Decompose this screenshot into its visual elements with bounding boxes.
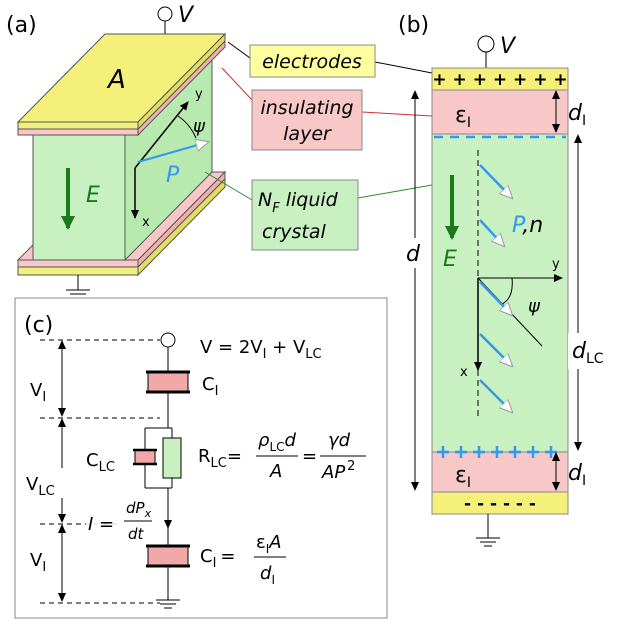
text: dP [126,499,146,517]
resistor [163,438,181,478]
leader [375,62,432,73]
text: I [42,390,46,405]
top-insulator [432,90,568,134]
text: I [467,475,471,491]
fraction-denominator: A [269,461,282,482]
text: V [30,550,43,571]
text: I [271,573,275,587]
panel-b: (b) V + + + + + + + εI εI - - - - - - dI… [398,13,614,546]
callout-lc: crystal [262,221,326,243]
text: I [215,384,219,399]
text: = [220,546,235,567]
voltage-label: V [178,3,195,28]
text: LC [38,484,54,499]
angle-label: ψ [528,296,541,317]
field-label: E [443,247,457,272]
panel-c: (c) VI VLC VI V = 2VI + VLC CI CLC RLC= … [15,298,387,618]
equals: = [302,446,317,467]
text: ε [256,532,266,553]
bottom-electrode [18,267,138,275]
lc-front [33,135,125,260]
field-label: E [86,183,100,208]
capacitor [135,450,155,464]
text: LC [211,456,227,471]
voltage-label: V [500,34,517,59]
fraction-numerator: εIA [256,532,282,556]
y-axis-label: y [552,257,560,272]
text: C [202,374,215,395]
text: ,n [522,213,543,238]
y-axis-label: y [195,87,203,102]
callouts: electrodes insulating layer NF liquid cr… [205,42,432,250]
capacitor [148,372,188,392]
text: I [582,113,586,129]
text: = [227,446,242,467]
top-electrode-front [18,122,138,129]
text: A [268,532,281,553]
text: V = 2V [200,337,263,358]
minus-charges: - - - - - - [464,494,536,514]
area-label: A [106,65,126,95]
text: C [200,546,213,567]
top-insulator [18,129,138,135]
text: liquid [280,189,339,211]
text: + V [266,337,306,358]
callout-insulating: layer [283,123,332,145]
polarization-label: P [166,163,180,188]
polarization-label: P,n [512,213,543,238]
bottom-insulator [432,452,568,492]
panel-label: (b) [398,13,429,38]
thickness-label: dI [568,101,586,129]
text: d [572,339,587,364]
text: C [86,450,99,471]
page: { "panel_a":{"label":"(a)","voltage":"V"… [0,0,626,633]
text: ε [455,463,467,488]
gap-label: d [406,242,421,267]
text: V [30,380,43,401]
x-axis-label: x [460,365,468,380]
text: LC [99,460,115,475]
text: x [144,507,152,520]
text: LC [305,347,321,362]
text: N [258,189,272,211]
thickness-label: dI [568,461,586,489]
text: d [568,461,583,486]
text: V [26,474,39,495]
angle-label: ψ [193,116,206,137]
text: 2 [347,459,355,474]
bottom-insulator [18,260,138,267]
current-formula: I = [88,514,114,535]
callout-electrodes: electrodes [262,51,362,73]
leader [228,42,250,58]
panel-label: (c) [24,313,53,338]
text: I [213,556,217,571]
leader [358,185,432,198]
panel-a: (a) V A E y x P ψ [6,3,225,298]
leader [362,112,432,116]
text: AP [321,462,345,483]
text: LC [269,440,284,454]
panel-label: (a) [6,13,37,38]
text: d [285,430,297,451]
terminal [161,333,175,347]
terminal [478,36,494,52]
plus-charges: + + + + + + + [432,70,567,90]
text: I [42,560,46,575]
text: LC [586,351,604,367]
text: R [198,446,211,467]
x-axis-label: x [142,215,150,230]
text: d [260,563,272,584]
text: I [467,115,471,131]
capacitor [148,546,188,566]
text: ε [455,103,467,128]
fraction-numerator: γd [328,430,351,451]
figure: (a) V A E y x P ψ electrodes insulating … [0,0,626,633]
text: d [568,101,583,126]
callout-insulating: insulating [260,97,353,119]
terminal [158,7,172,21]
fraction-denominator: dt [128,525,145,543]
text: I [582,473,586,489]
leader [222,68,252,100]
text: ρ [258,430,270,451]
